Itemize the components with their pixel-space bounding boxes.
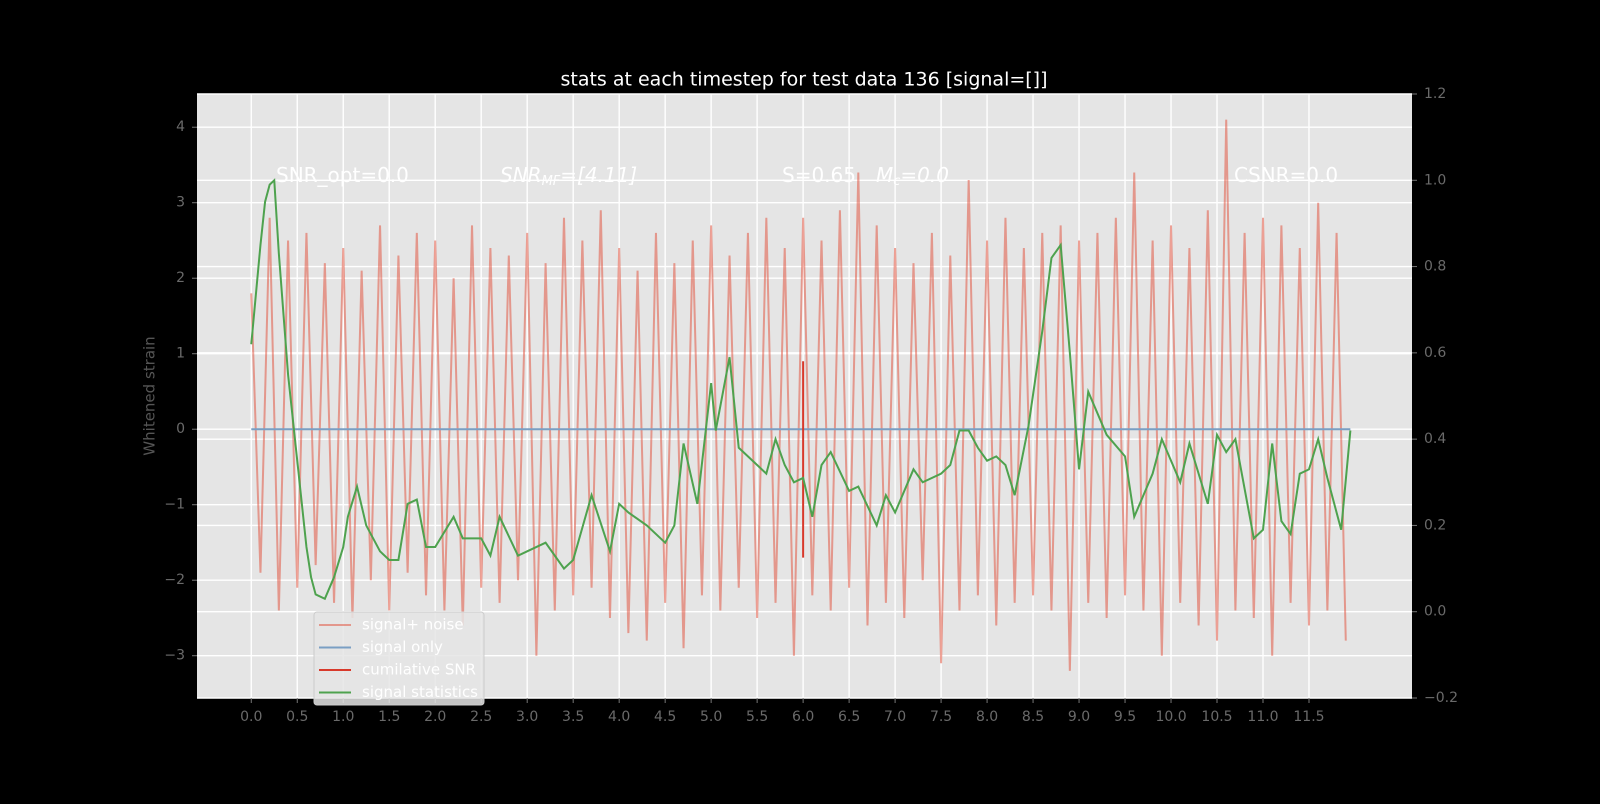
x-tick-label: 6.0	[792, 709, 814, 725]
y2-tick-label: 0.8	[1424, 259, 1446, 275]
x-tick-label: 8.5	[1022, 709, 1044, 725]
annotation-part: S=0.65	[782, 163, 856, 187]
marks	[250, 119, 1352, 671]
y-tick-label: 2	[176, 270, 185, 286]
x-tick-label: 7.5	[930, 709, 952, 725]
annotation-part: =[4.11]	[560, 163, 637, 187]
x-tick-label: 3.5	[562, 709, 584, 725]
annotation-part: CSNR=0.0	[1234, 163, 1338, 187]
series-line	[250, 178, 1352, 601]
y2-tick-label: 1.0	[1424, 172, 1446, 188]
x-tick-label: 5.5	[746, 709, 768, 725]
legend-label: cumilative SNR	[362, 661, 476, 679]
y-tick-label: 4	[176, 119, 185, 135]
x-tick-label: 9.0	[1068, 709, 1090, 725]
x-tick-label: 5.0	[700, 709, 722, 725]
x-tick-label: 6.5	[838, 709, 860, 725]
x-tick-label: 2.5	[470, 709, 492, 725]
y-tick-label: 1	[176, 346, 185, 362]
legend-label: signal+ noise	[362, 616, 464, 634]
annotation-part: M	[876, 163, 893, 187]
y2-tick-label: 0.0	[1424, 604, 1446, 620]
annotation-part: SNR	[500, 163, 542, 187]
x-tick-label: 10.5	[1201, 709, 1232, 725]
y2-tick-label: 0.4	[1424, 431, 1446, 447]
x-tick-label: 0.5	[286, 709, 308, 725]
x-tick-label: 3.0	[516, 709, 538, 725]
y2-tick-label: 1.2	[1424, 86, 1446, 102]
y2-tick-label: 0.6	[1424, 345, 1446, 361]
x-tick-label: 8.0	[976, 709, 998, 725]
x-tick-label: 1.0	[332, 709, 354, 725]
chart-title: stats at each timestep for test data 136…	[560, 69, 1047, 91]
annotation: SNRMF=[4.11]	[500, 163, 637, 189]
x-tick-label: 4.0	[608, 709, 630, 725]
y-tick-label: −2	[164, 572, 185, 588]
legend-box	[313, 611, 485, 706]
y-tick-label: 0	[176, 421, 185, 437]
x-tick-label: 7.0	[884, 709, 906, 725]
y-tick-label: −1	[164, 497, 185, 513]
y-tick-label: −3	[164, 648, 185, 664]
annotation: SNR_opt=0.0	[276, 163, 409, 187]
series-line	[250, 119, 1347, 671]
x-tick-label: 1.5	[378, 709, 400, 725]
x-tick-label: 9.5	[1114, 709, 1136, 725]
x-tick-label: 4.5	[654, 709, 676, 725]
x-tick-label: 0.0	[240, 709, 262, 725]
annotation: S=0.65	[782, 163, 856, 187]
annotation-part: SNR_opt=0.0	[276, 163, 409, 187]
legend: signal+ noise signal only cumilative SNR si…	[313, 611, 485, 706]
y2-tick-label: −0.2	[1424, 690, 1458, 706]
annotation: Mc=0.0	[876, 163, 949, 189]
x-tick-label: 11.5	[1293, 709, 1324, 725]
legend-label: signal only	[362, 638, 443, 656]
annotation: CSNR=0.0	[1234, 163, 1338, 187]
plot-background	[197, 94, 1412, 698]
x-tick-label: 2.0	[424, 709, 446, 725]
y2-tick-label: 0.2	[1424, 517, 1446, 533]
annotation-part: c	[893, 174, 900, 189]
y-tick-label: 3	[176, 195, 185, 211]
legend-label: signal statistics	[362, 683, 478, 701]
annotations: −3 −2 −1 0 1 2 3 4 −0.2 0.0 0.2 0.4 0.6 0.8 1.0 1.2 0.0 0…	[164, 86, 1458, 725]
annotation-part: MF	[542, 174, 561, 189]
annotation-part: =0.0	[900, 163, 949, 187]
x-tick-label: 10.0	[1155, 709, 1186, 725]
x-tick-label: 11.0	[1247, 709, 1278, 725]
y-axis-label: Whitened strain	[141, 336, 159, 455]
